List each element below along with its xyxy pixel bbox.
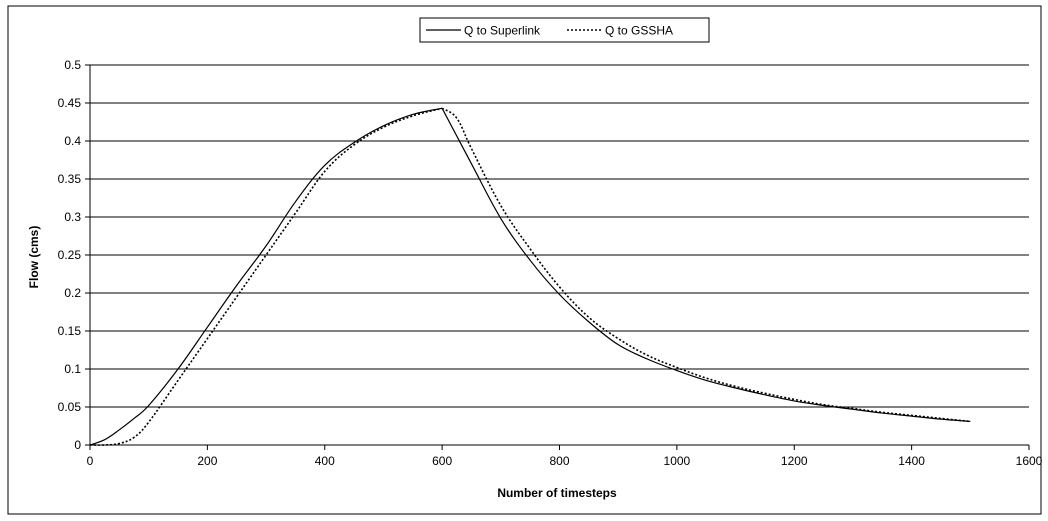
x-axis-title: Number of timesteps bbox=[497, 486, 617, 500]
y-tick-label: 0.5 bbox=[64, 58, 81, 72]
legend-label-gssha: Q to GSSHA bbox=[605, 24, 673, 38]
y-tick-label: 0.35 bbox=[58, 172, 82, 186]
x-tick-label: 1200 bbox=[781, 454, 808, 468]
x-tick-label: 400 bbox=[315, 454, 335, 468]
y-tick-label: 0.45 bbox=[58, 96, 82, 110]
y-tick-label: 0.05 bbox=[58, 400, 82, 414]
legend-box bbox=[419, 17, 710, 43]
axes bbox=[85, 64, 1030, 450]
y-axis-title: Flow (cms) bbox=[27, 226, 41, 289]
legend-label-superlink: Q to Superlink bbox=[464, 24, 541, 38]
series-line-superlink bbox=[89, 107, 971, 446]
x-tick-label: 1000 bbox=[664, 454, 691, 468]
legend: Q to Superlink Q to GSSHA bbox=[419, 17, 710, 43]
x-tick-label: 0 bbox=[87, 454, 94, 468]
x-tick-label: 1600 bbox=[1016, 454, 1043, 468]
gridlines bbox=[90, 64, 1029, 408]
y-tick-label: 0.25 bbox=[58, 248, 82, 262]
y-tick-label: 0.15 bbox=[58, 324, 82, 338]
x-tick-label: 800 bbox=[549, 454, 569, 468]
y-tick-label: 0.1 bbox=[64, 362, 81, 376]
x-tick-label: 1400 bbox=[898, 454, 925, 468]
series-line-gssha bbox=[89, 107, 971, 446]
y-tick-label: 0 bbox=[74, 438, 81, 452]
y-tick-label: 0.4 bbox=[64, 134, 81, 148]
series-lines bbox=[89, 107, 971, 446]
y-tick-label: 0.2 bbox=[64, 286, 81, 300]
x-tick-label: 600 bbox=[432, 454, 452, 468]
y-tick-label: 0.3 bbox=[64, 210, 81, 224]
tick-labels: 0 0.05 0.1 0.15 0.2 0.25 0.3 0.35 0.4 0.45 0.5 0 200… bbox=[58, 58, 1043, 468]
x-tick-label: 200 bbox=[197, 454, 217, 468]
chart-area-frame bbox=[7, 5, 1042, 515]
